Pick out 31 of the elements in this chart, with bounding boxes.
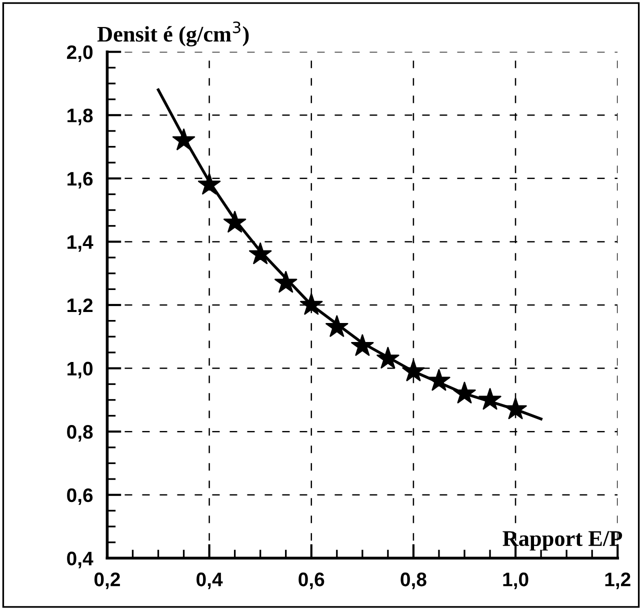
y-tick-label: 1,2 (68, 298, 93, 316)
x-tick-label: 0,8 (400, 572, 426, 590)
x-tick-label: 1,0 (503, 572, 528, 590)
y-tick-label: 0,4 (67, 552, 94, 568)
point (453, 382, 476, 404)
x-tick-label: 0,6 (298, 572, 324, 590)
point (478, 388, 502, 410)
x-tick-label: 1,2 (605, 572, 630, 590)
point (351, 334, 374, 356)
y-tick-label: 0,8 (67, 425, 93, 442)
y-tick-label: 1,8 (68, 108, 93, 126)
y-tick-label: 1,6 (68, 172, 93, 188)
point (376, 346, 400, 369)
x-tick-label: 0,2 (94, 572, 120, 590)
point (274, 270, 298, 293)
point (504, 398, 527, 420)
y-tick-label: 1,4 (68, 235, 94, 252)
point (402, 360, 425, 382)
point (198, 172, 221, 195)
point (248, 242, 272, 264)
x-axis-title: Rapport E/P (502, 531, 622, 551)
y-tick-label: 0,6 (67, 488, 93, 505)
x-tick-label: 0,4 (196, 572, 223, 590)
y-axis-title: Densit é (g/cm$^{3}$) (97, 21, 249, 46)
point (300, 293, 323, 315)
point (223, 210, 246, 232)
point (172, 128, 196, 150)
y-tick-label: 1,0 (68, 362, 93, 378)
point (326, 315, 348, 337)
point (428, 369, 450, 391)
y-tick-label: 2,0 (66, 45, 93, 62)
